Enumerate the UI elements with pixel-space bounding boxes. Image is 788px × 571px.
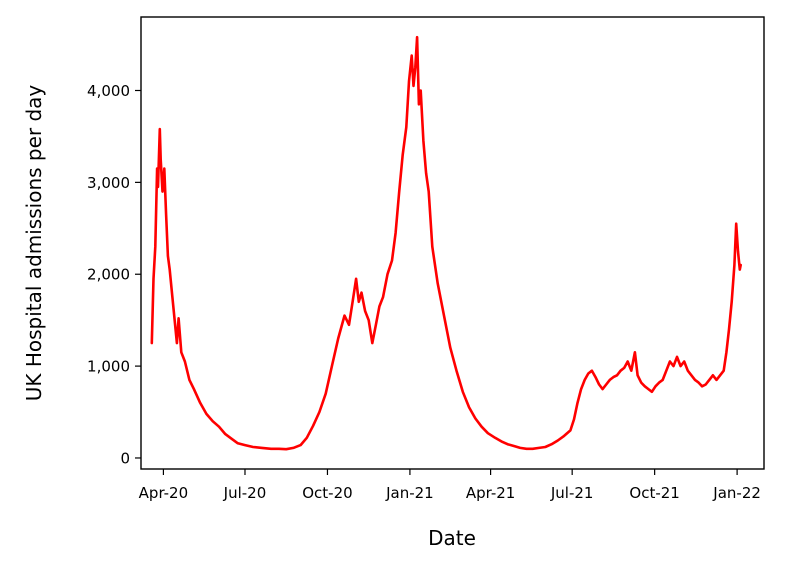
x-tick-label: Jan-22: [712, 484, 761, 502]
y-axis-title: UK Hospital admissions per day: [22, 85, 46, 402]
x-tick-label: Jan-21: [385, 484, 434, 502]
y-axis-ticks: 0 1,000 2,000 3,000 4,000: [87, 82, 141, 467]
y-tick-label: 4,000: [87, 82, 130, 100]
x-tick-label: Oct-21: [629, 484, 679, 502]
y-tick-label: 1,000: [87, 358, 130, 376]
x-tick-label: Jul-21: [550, 484, 594, 502]
x-axis-title: Date: [428, 526, 476, 550]
x-tick-label: Apr-20: [139, 484, 189, 502]
x-axis-ticks: Apr-20 Jul-20 Oct-20 Jan-21 Apr-21 Jul-21 Oct-…: [139, 469, 761, 502]
x-tick-label: Oct-20: [302, 484, 352, 502]
plot-frame: [140, 16, 765, 470]
y-tick-label: 0: [120, 449, 130, 467]
y-tick-label: 3,000: [87, 174, 130, 192]
x-tick-label: Jul-20: [223, 484, 267, 502]
plot-area: [150, 35, 742, 451]
x-tick-label: Apr-21: [466, 484, 516, 502]
y-tick-label: 2,000: [87, 266, 130, 284]
series-line: [150, 35, 742, 451]
